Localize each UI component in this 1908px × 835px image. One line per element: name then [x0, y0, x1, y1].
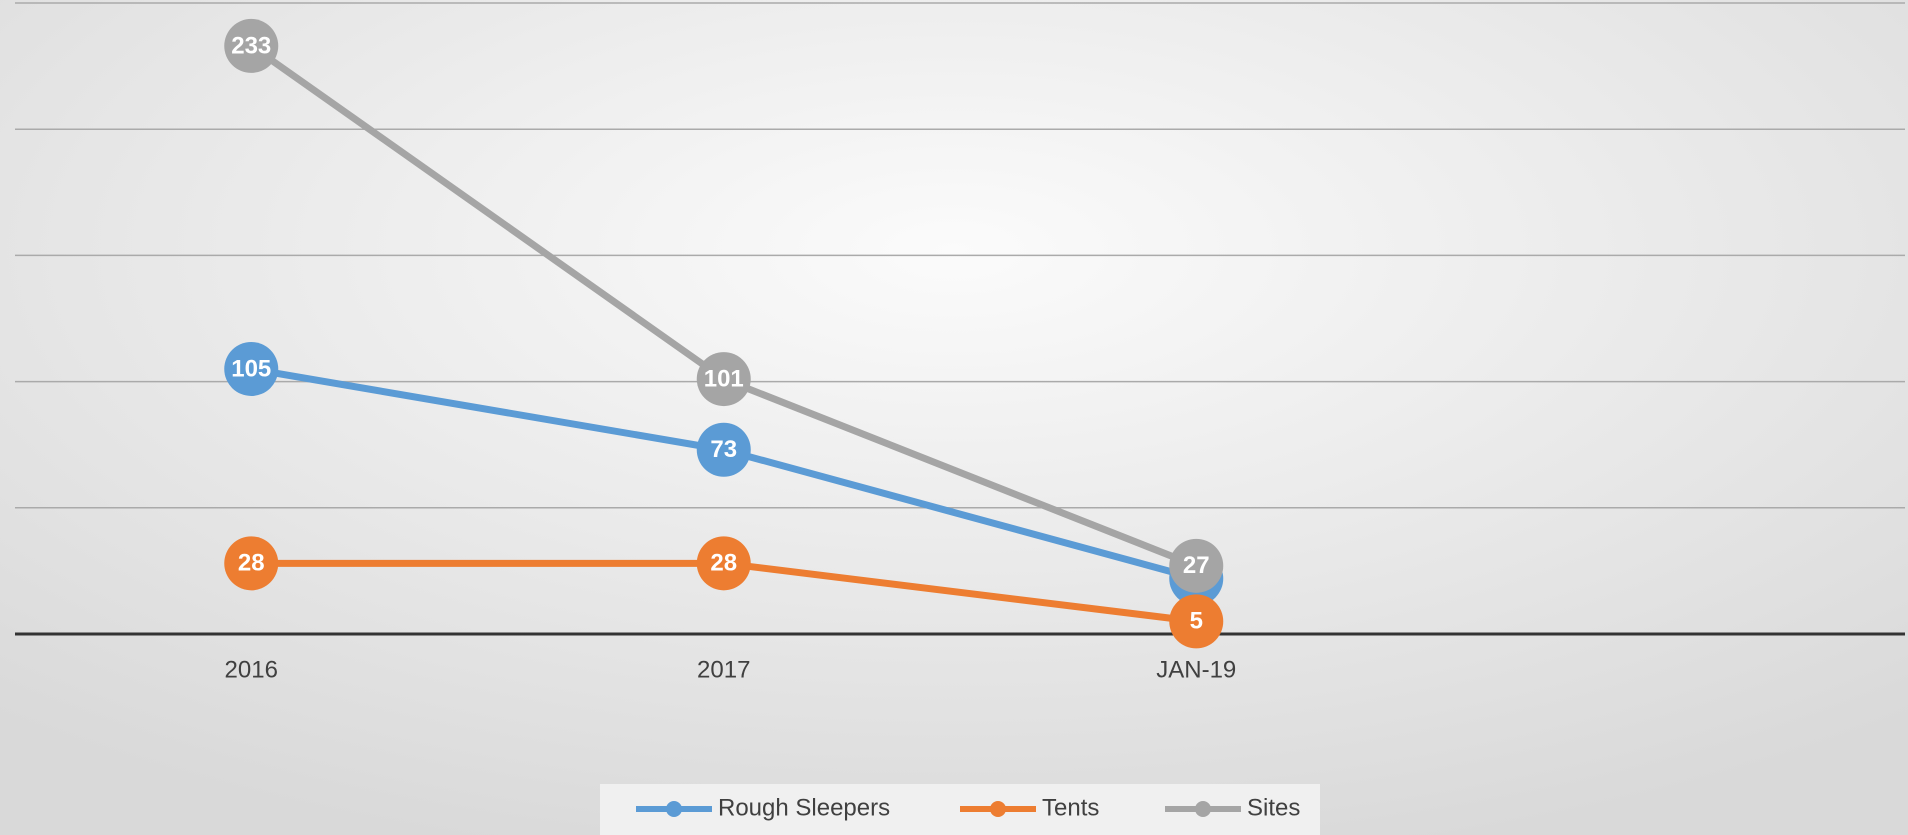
legend-label: Sites: [1247, 794, 1300, 821]
x-tick-label: JAN-19: [1156, 656, 1236, 683]
data-label: 73: [710, 436, 737, 463]
data-label: 27: [1183, 552, 1210, 579]
data-point: [696, 536, 751, 591]
legend-marker: [990, 801, 1006, 817]
data-point: [1169, 594, 1224, 649]
data-label: 101: [704, 365, 744, 392]
x-tick-label: 2017: [697, 656, 750, 683]
data-point: [1169, 538, 1224, 593]
data-point: [224, 341, 279, 396]
legend-label: Tents: [1042, 794, 1099, 821]
legend-label: Rough Sleepers: [718, 794, 890, 821]
data-point: [696, 352, 751, 407]
data-label: 105: [231, 355, 271, 382]
data-label: 28: [238, 550, 265, 577]
legend-marker: [666, 801, 682, 817]
data-label: 5: [1190, 608, 1203, 635]
data-label: 233: [231, 32, 271, 59]
data-point: [224, 536, 279, 591]
x-tick-label: 2016: [225, 656, 278, 683]
data-point: [696, 422, 751, 477]
legend-marker: [1195, 801, 1211, 817]
data-label: 28: [710, 550, 737, 577]
data-point: [224, 18, 279, 73]
